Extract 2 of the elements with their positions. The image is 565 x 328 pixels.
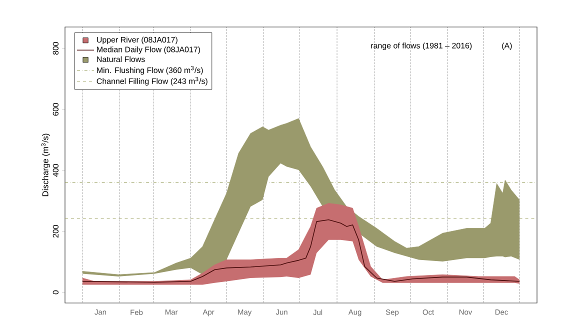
line-series xyxy=(82,219,520,283)
y-axis-title: Discharge (m$^{3}$/s) xyxy=(41,134,50,196)
